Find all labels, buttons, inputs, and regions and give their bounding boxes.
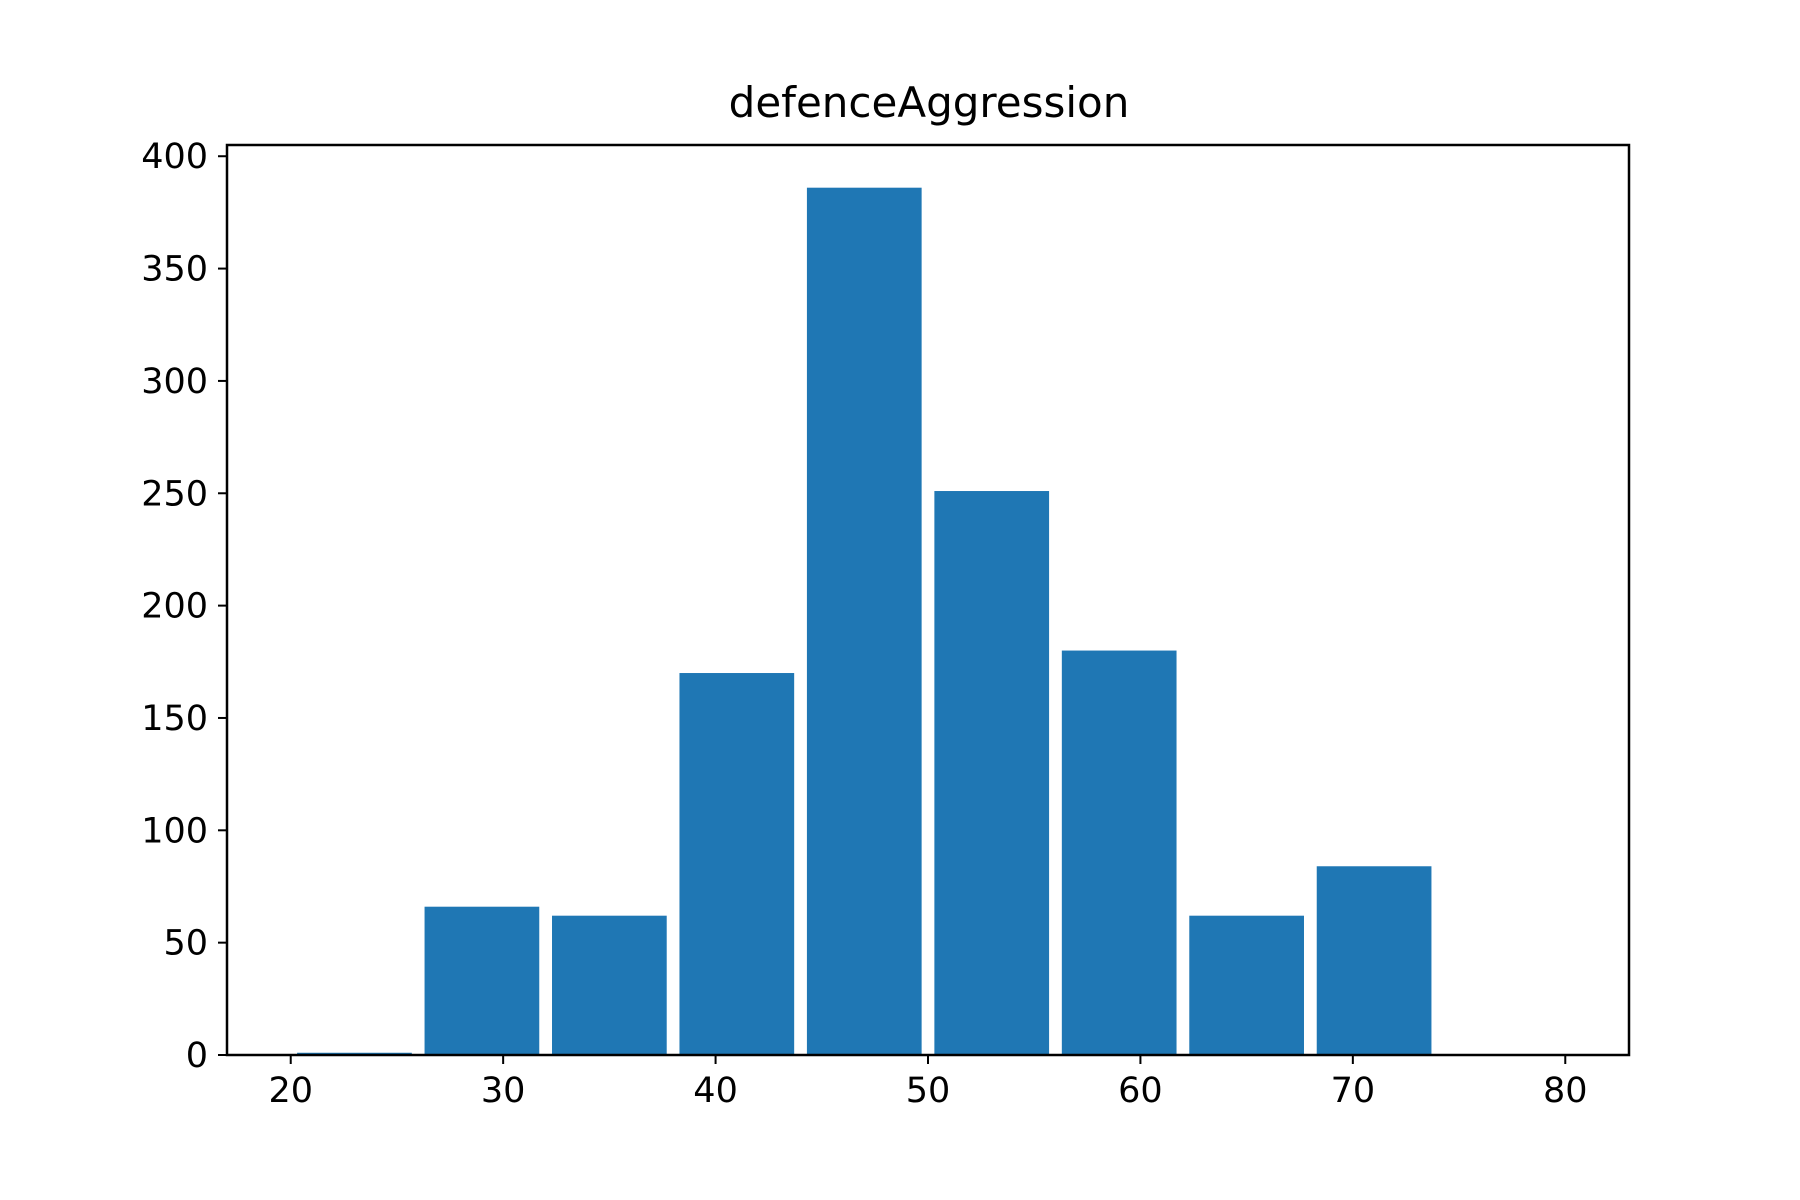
histogram-bar: [934, 491, 1050, 1056]
y-tick-label: 250: [141, 474, 208, 514]
y-tick-label: 400: [141, 137, 208, 177]
histogram-bar: [1061, 650, 1177, 1055]
plot-frame: [225, 143, 1631, 1057]
y-tick-label: 0: [186, 1036, 208, 1076]
y-tick-label: 50: [163, 924, 208, 964]
histogram-bar: [806, 187, 922, 1056]
x-tick-label: 80: [1543, 1071, 1588, 1111]
bars-group: [297, 187, 1432, 1056]
histogram-bar: [679, 673, 795, 1055]
x-tick-label: 50: [906, 1071, 951, 1111]
y-tick-label: 300: [141, 362, 208, 402]
y-tick-label: 350: [141, 250, 208, 290]
x-tick-label: 60: [1118, 1071, 1163, 1111]
x-tick-label: 30: [481, 1071, 526, 1111]
y-axis-ticks: 0 50 100 150 200 250 300 350 400: [141, 137, 227, 1076]
histogram-bar: [552, 915, 667, 1055]
x-tick-label: 70: [1331, 1071, 1376, 1111]
histogram-bar: [424, 906, 540, 1055]
y-tick-label: 100: [141, 811, 208, 851]
x-tick-label: 20: [268, 1071, 313, 1111]
histogram-bar: [1189, 915, 1304, 1055]
y-tick-label: 200: [141, 587, 208, 627]
x-tick-label: 40: [693, 1071, 738, 1111]
chart-title: defenceAggression: [729, 78, 1130, 127]
y-tick-label: 150: [141, 699, 208, 739]
x-axis-ticks: 20 30 40 50 60 70 80: [268, 1055, 1588, 1111]
histogram-bar: [1316, 866, 1432, 1055]
